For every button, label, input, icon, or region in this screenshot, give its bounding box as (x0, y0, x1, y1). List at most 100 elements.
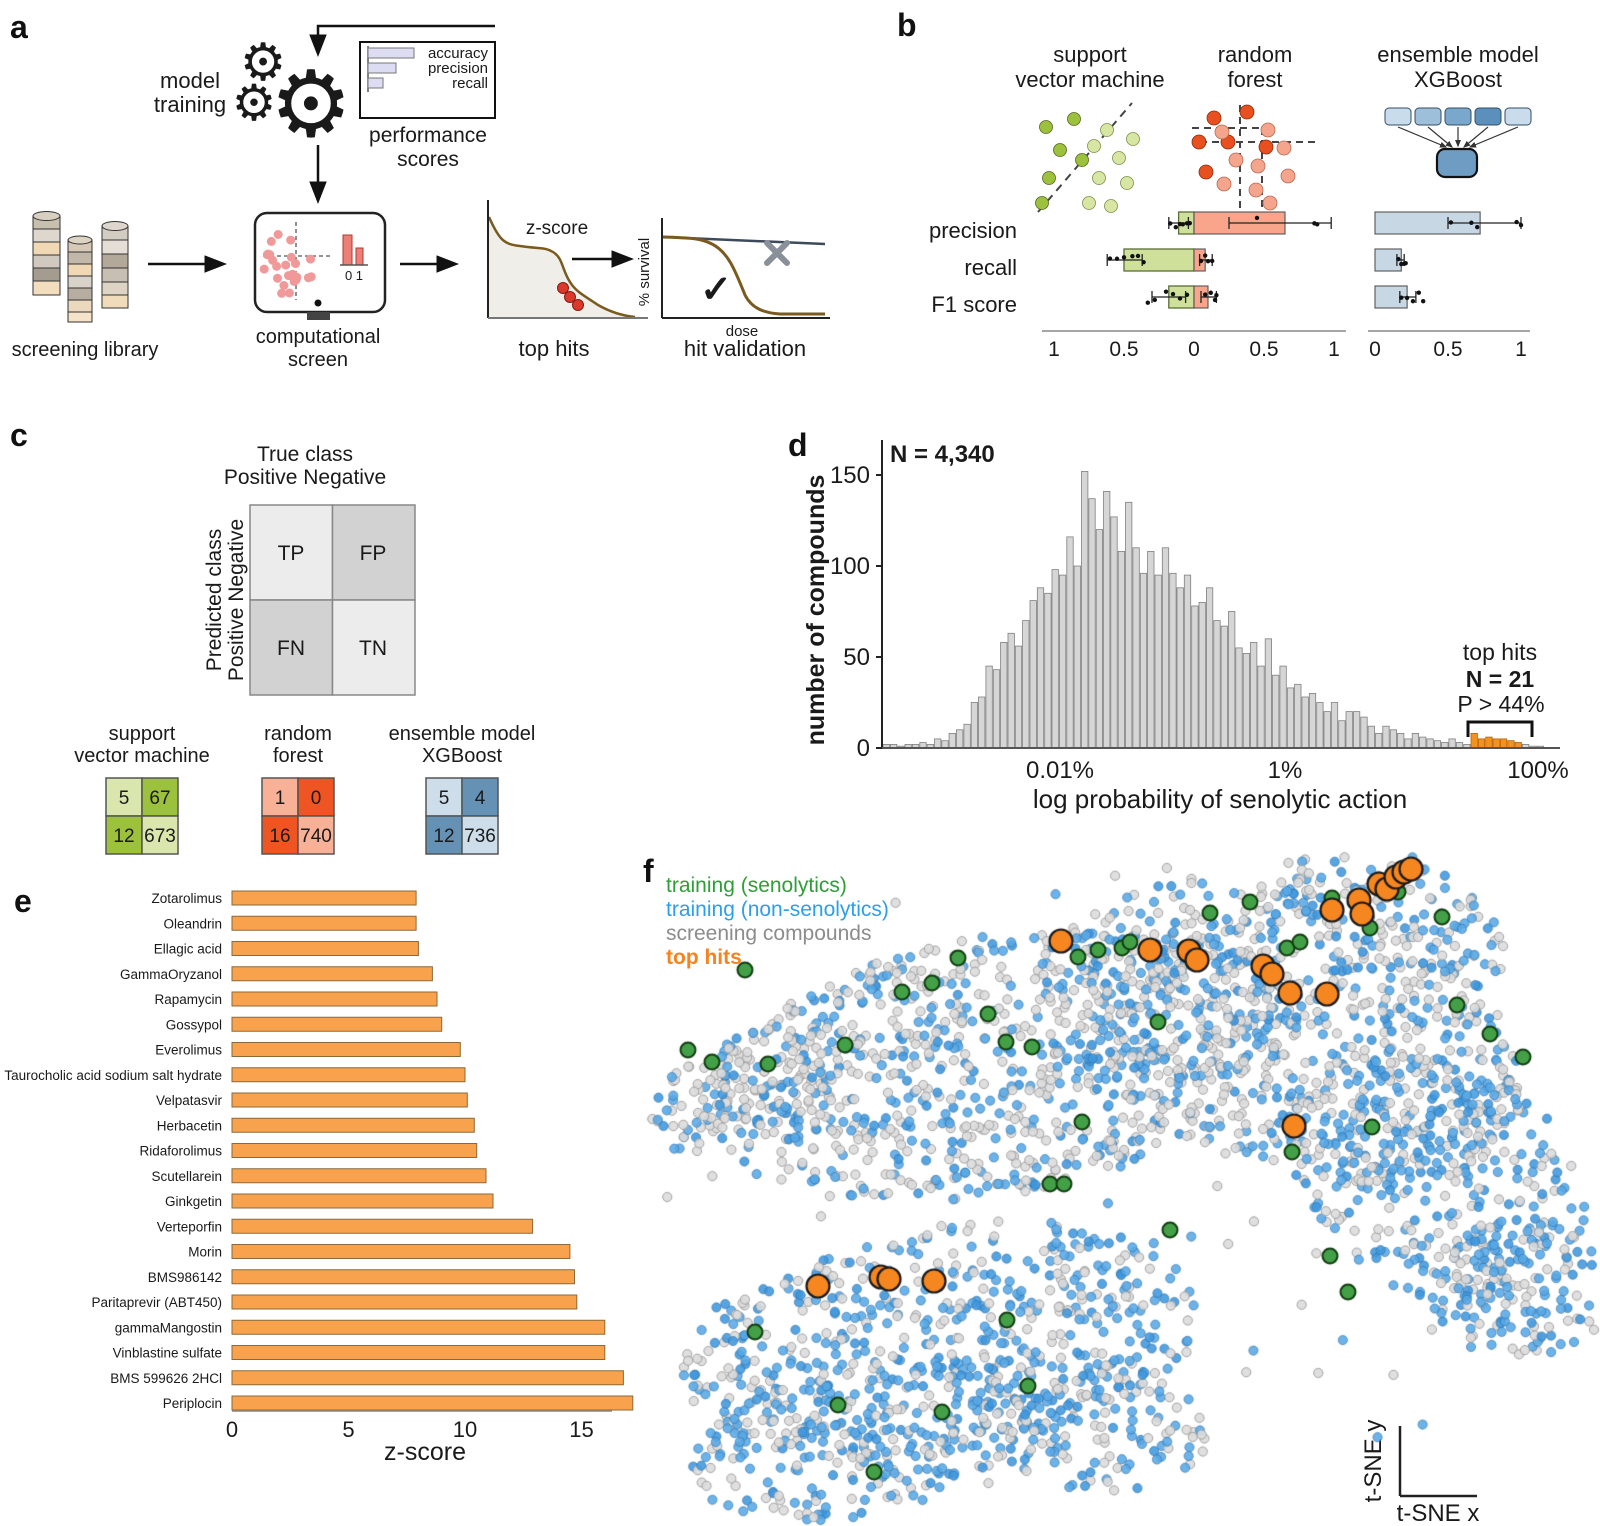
matrix-value: 1 (275, 788, 286, 809)
histogram-bar (1235, 647, 1243, 749)
histogram-bar (1161, 547, 1170, 749)
data-dot (1145, 300, 1151, 305)
data-dot (1396, 256, 1401, 262)
data-dot (1514, 219, 1519, 225)
histogram-bar (1029, 600, 1037, 749)
check-icon: ✓ (700, 269, 732, 311)
mini-axis-label: 0 1 (345, 268, 363, 283)
data-dot (1399, 295, 1404, 300)
confusion-grid (249, 504, 416, 696)
data-dot (1410, 298, 1416, 304)
n-label: N = 4,340 (890, 441, 995, 468)
matrix-value: 4 (475, 788, 486, 809)
e-category-label: Gossypol (166, 1017, 222, 1032)
d-xtick-label: 100% (1507, 757, 1568, 784)
tsne-legend: training (senolytics) training (non-senol… (666, 874, 889, 970)
e-bar (231, 941, 419, 956)
matrix-value: 12 (113, 826, 134, 847)
matrix-value: 5 (439, 788, 450, 809)
xgb-matrix-title: ensemble model (389, 723, 536, 745)
histogram-bar (1014, 645, 1023, 749)
histogram-bar (1308, 693, 1317, 749)
zscore-label: z-score (526, 218, 588, 239)
e-category-label: Verteporfin (157, 1219, 222, 1234)
e-category-label: Paritaprevir (ABT450) (91, 1295, 222, 1310)
histogram-bar (1316, 702, 1324, 749)
panel-c: c True class Positive Negative Predicted… (10, 417, 536, 855)
panel-d: d N = 4,340 number of compounds log prob… (788, 427, 1569, 814)
histogram-bar (1279, 665, 1287, 749)
performance-mini-bars (367, 47, 415, 89)
histogram-bar (1051, 569, 1059, 749)
e-bar (231, 1016, 443, 1032)
histogram-bar (1147, 551, 1155, 749)
data-dot (1168, 221, 1173, 226)
e-tick-label: 10 (453, 1417, 477, 1442)
e-tick-label: 5 (342, 1417, 354, 1442)
b-tick: 0.5 (1433, 338, 1462, 361)
histogram-bar (1036, 587, 1045, 749)
data-dot (1254, 215, 1260, 221)
histogram-bar (1272, 674, 1280, 749)
histogram-bar (1264, 638, 1272, 749)
data-dot (1404, 295, 1410, 301)
e-category-label: Oleandrin (163, 916, 222, 931)
data-dot (1416, 290, 1422, 295)
panel-b: b support vector machine random forest e… (897, 7, 1539, 361)
histogram-bar (1007, 632, 1015, 749)
e-bar (231, 1269, 575, 1285)
hit-dot (557, 282, 569, 294)
histogram-bar (1507, 740, 1515, 749)
camera-dot (314, 299, 322, 307)
metric-precision: precision (428, 60, 488, 77)
svm-illustration (1035, 102, 1140, 213)
e-category-label: Herbacetin (157, 1118, 222, 1133)
b-tick: 0 (1188, 338, 1200, 361)
zscore-curve (487, 216, 636, 319)
tophits-annot-n: N = 21 (1466, 666, 1535, 692)
e-bar (231, 1042, 461, 1057)
histogram-bar (1411, 733, 1419, 749)
performance-bars: 1 0.5 0 0.5 1 0 0.5 1 (1042, 211, 1530, 361)
histogram-bar (1110, 516, 1118, 749)
tophits-annot-p: P > 44% (1457, 691, 1544, 717)
panel-d-letter: d (788, 427, 808, 463)
model-training-label: model (160, 68, 220, 93)
e-bar (231, 1067, 466, 1083)
matrix-value: 0 (311, 788, 322, 809)
rf-matrix (261, 777, 335, 855)
histogram-bar (1169, 572, 1177, 749)
e-category-label: BMS 599626 2HCl (110, 1371, 222, 1386)
histogram-bar (1191, 605, 1199, 749)
histogram-bar (1000, 642, 1008, 749)
rf-title: random (1218, 42, 1293, 67)
e-category-label: Vinblastine sulfate (113, 1346, 222, 1361)
histogram-bar (948, 733, 956, 749)
e-bar (231, 1294, 578, 1310)
matrix-value: 5 (119, 788, 130, 809)
histogram-bar (1198, 602, 1206, 749)
panel-c-letter: c (10, 417, 28, 453)
histogram-bar (1073, 565, 1081, 749)
histogram-bar (985, 665, 993, 749)
feedback-arrow (309, 24, 495, 57)
e-bar (231, 966, 433, 982)
e-category-label: Scutellarein (151, 1169, 222, 1184)
b-tick: 0.5 (1249, 338, 1278, 361)
histogram-bar (1125, 501, 1133, 749)
svm-title2: vector machine (1015, 67, 1164, 92)
histogram-bar (1095, 529, 1103, 749)
top-hits-label: top hits (519, 336, 590, 361)
e-category-label: Rapamycin (154, 992, 222, 1007)
panel-e: e Zotarolimus Oleandrin Ellagic acid GammaO… (4, 883, 634, 1466)
bracket (1466, 720, 1534, 737)
true-class-label: True class (257, 443, 353, 466)
data-dot (1114, 256, 1120, 261)
predicted-class-pos-neg: Positive Negative (225, 519, 248, 681)
histogram-bar (1286, 687, 1295, 749)
histogram-bar (1294, 683, 1302, 749)
histogram-bar (956, 729, 964, 749)
screening-library-label: screening library (12, 339, 159, 361)
histogram-bar (1257, 665, 1265, 749)
svm-matrix (105, 777, 179, 855)
